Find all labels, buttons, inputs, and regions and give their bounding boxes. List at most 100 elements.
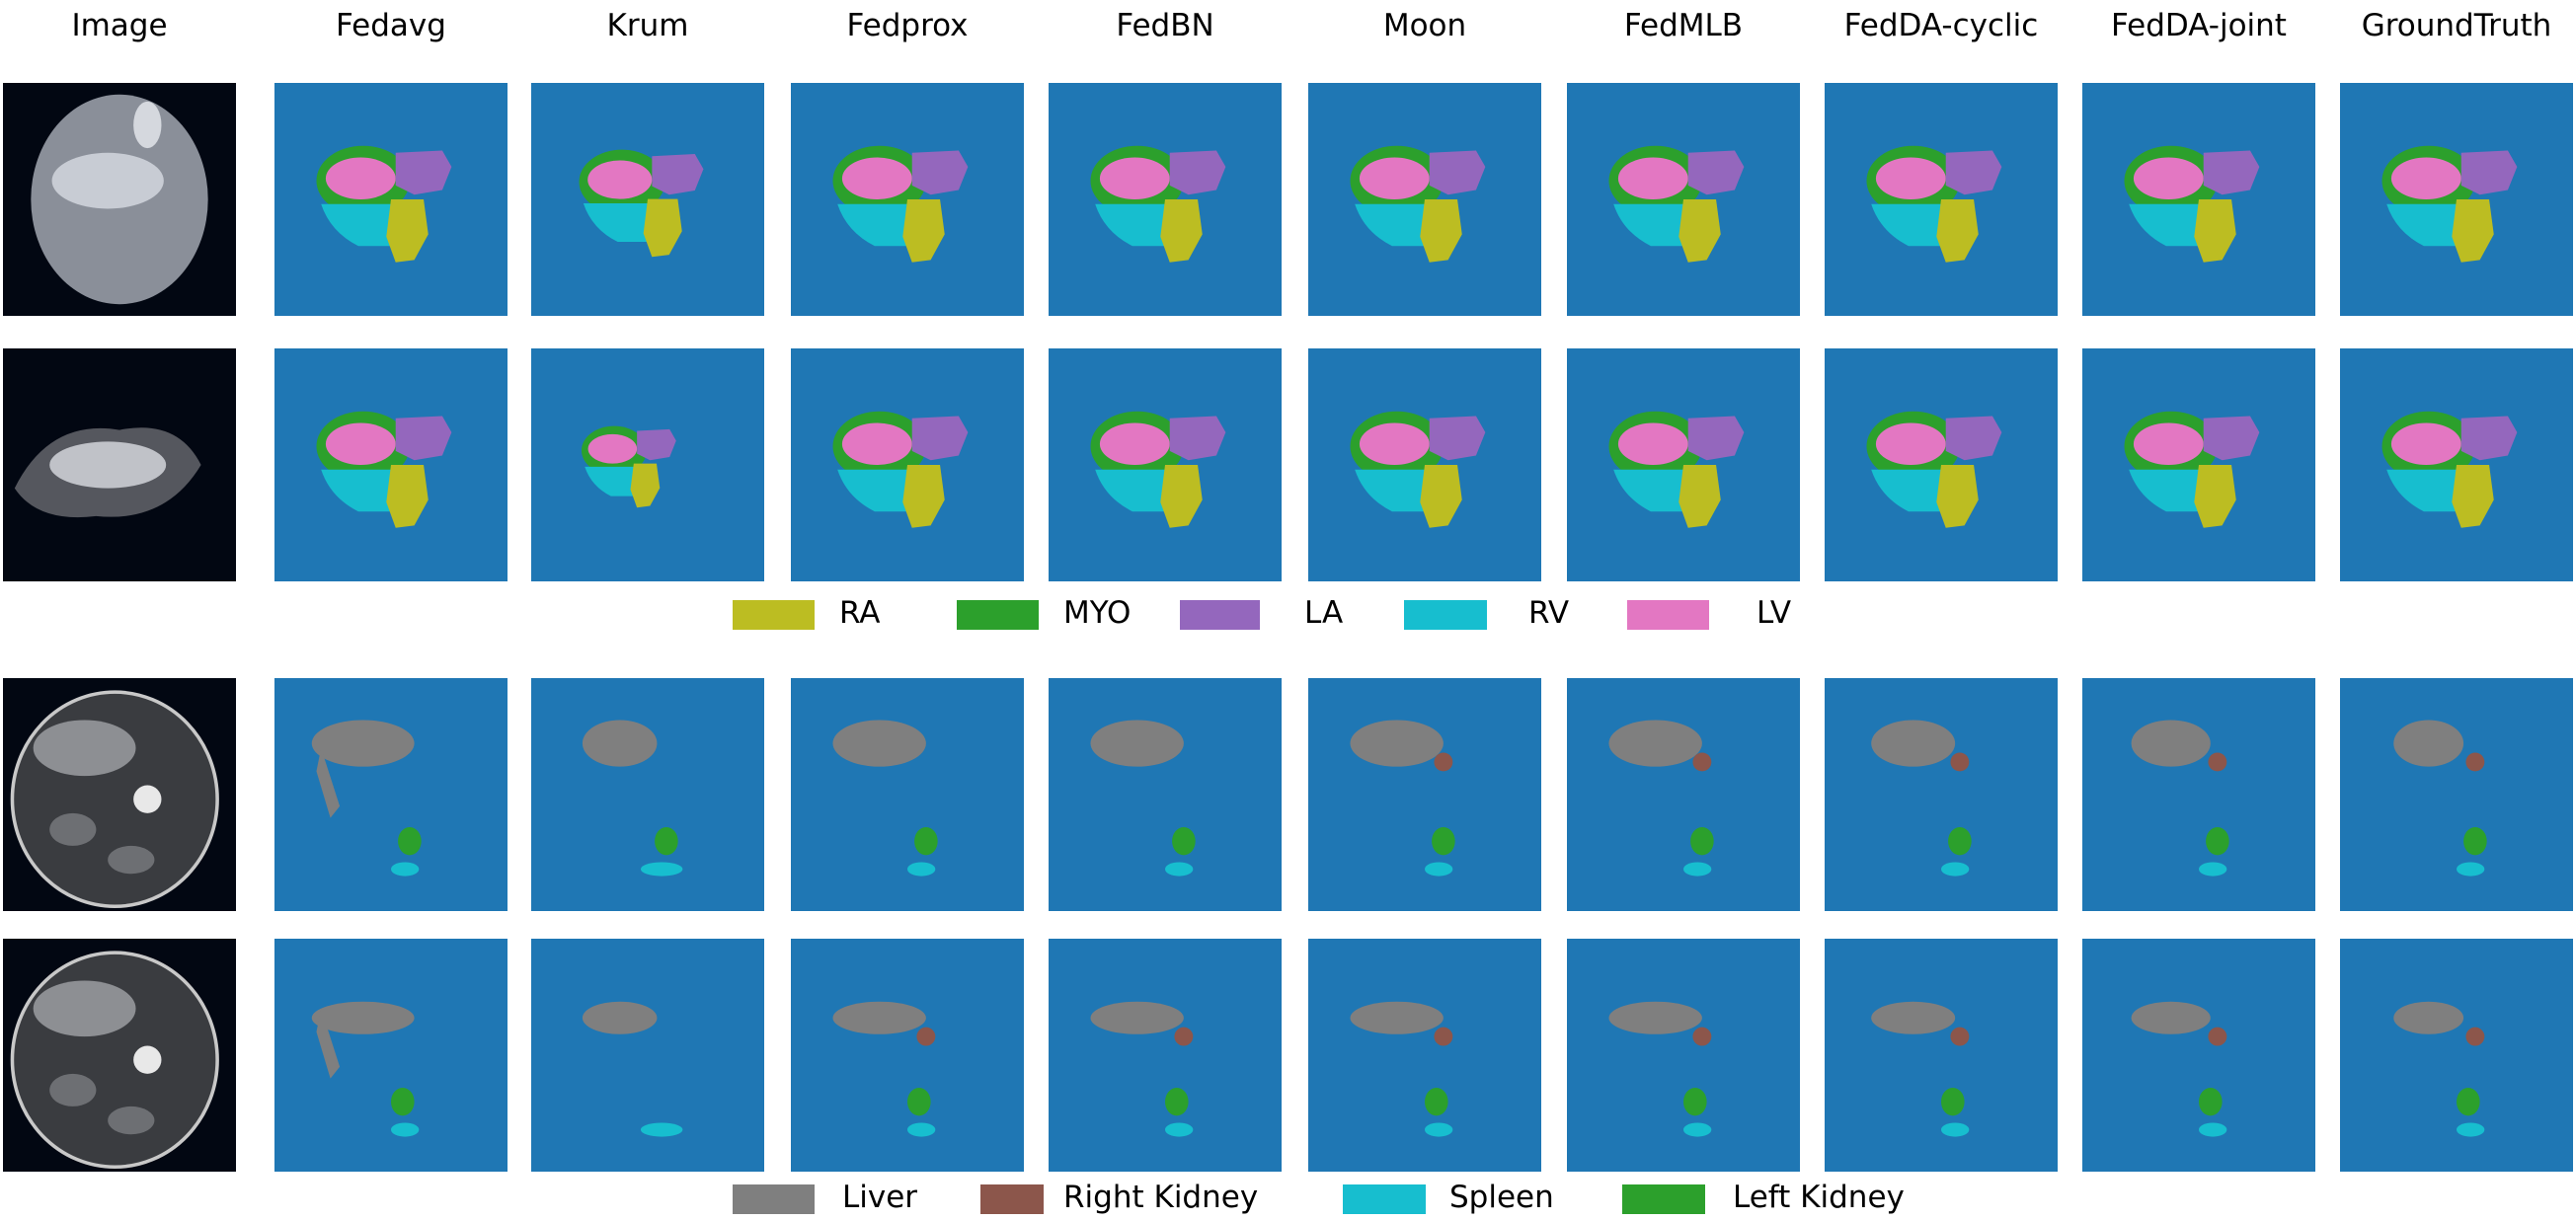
- la-region: [1169, 416, 1226, 461]
- la-region: [1945, 416, 2002, 461]
- la-region: [1687, 150, 1745, 195]
- liver-region: [832, 1001, 926, 1034]
- legend-label-liver: Liver: [842, 1180, 918, 1215]
- right-kidney-region: [1174, 1027, 1194, 1046]
- ra-region: [1420, 199, 1462, 263]
- segmentation-moon: [1308, 83, 1541, 316]
- ra-region: [1678, 465, 1721, 528]
- mask-background: [1825, 939, 2058, 1172]
- liver-region: [1350, 720, 1444, 767]
- right-kidney-region: [1692, 752, 1712, 772]
- left-kidney-region: [2463, 827, 2487, 856]
- column-title-image: Image: [71, 8, 168, 43]
- right-kidney-region: [1434, 752, 1453, 772]
- lv-region: [2133, 422, 2204, 465]
- la-region: [1429, 150, 1486, 195]
- liver-region: [582, 720, 658, 767]
- scan-bowel: [49, 812, 97, 846]
- segmentation-fedavg: [274, 83, 507, 316]
- segmentation-groundtruth: [2340, 348, 2573, 581]
- la-region: [911, 150, 969, 195]
- segmentation-fedda-cyclic: [1825, 348, 2058, 581]
- mask-background: [2340, 939, 2573, 1172]
- mask-background: [1049, 678, 1282, 911]
- spleen-region: [1165, 862, 1194, 877]
- lv-region: [587, 433, 638, 464]
- lv-region: [587, 160, 653, 199]
- input-image: [3, 83, 236, 316]
- legend-swatch-la: [1180, 600, 1260, 630]
- liver-region: [1090, 720, 1184, 767]
- scan-chamber: [51, 152, 164, 209]
- liver-region: [832, 720, 926, 767]
- rv-region: [1871, 469, 1941, 512]
- left-kidney-region: [1425, 1088, 1448, 1116]
- liver-region: [311, 1001, 415, 1034]
- legend-label-lv: LV: [1756, 595, 1792, 631]
- left-kidney-region: [914, 827, 938, 856]
- spleen-region: [1941, 1122, 1970, 1137]
- mask-background: [274, 939, 507, 1172]
- left-kidney-region: [1941, 1088, 1965, 1116]
- left-kidney-region: [1683, 1088, 1707, 1116]
- legend-label-la: LA: [1304, 595, 1344, 631]
- spleen-region: [2199, 1122, 2227, 1137]
- segmentation-fedmlb: [1567, 678, 1800, 911]
- rv-region: [837, 469, 907, 512]
- liver-region: [1090, 1001, 1184, 1034]
- spleen-region: [1683, 862, 1712, 877]
- spleen-region: [1165, 1122, 1194, 1137]
- liver-region: [1608, 1001, 1702, 1034]
- spleen-region: [2199, 862, 2227, 877]
- legend-swatch-myo: [957, 600, 1039, 630]
- right-kidney-region: [2465, 752, 2485, 772]
- mask-background: [1825, 678, 2058, 911]
- segmentation-fedda-joint: [2082, 939, 2315, 1172]
- scan-chamber: [49, 441, 167, 489]
- scan-aorta: [133, 101, 162, 149]
- ra-region: [2452, 465, 2494, 528]
- segmentation-moon: [1308, 348, 1541, 581]
- spleen-region: [1941, 862, 1970, 877]
- lv-region: [841, 157, 912, 199]
- liver-region: [1871, 720, 1956, 767]
- liver-region: [316, 747, 341, 818]
- legend-swatch-liver: [733, 1184, 815, 1214]
- left-kidney-region: [398, 827, 422, 856]
- input-image: [3, 348, 236, 581]
- ra-region: [1936, 199, 1979, 263]
- liver-region: [1871, 1001, 1956, 1034]
- ra-region: [2194, 199, 2236, 263]
- liver-region: [311, 720, 415, 767]
- rv-region: [583, 202, 648, 243]
- segmentation-fedmlb: [1567, 939, 1800, 1172]
- liver-region: [2393, 720, 2464, 767]
- column-title-fedbn: FedBN: [1116, 8, 1214, 43]
- legend-label-right-kidney: Right Kidney: [1063, 1180, 1259, 1215]
- scan-bowel: [108, 845, 155, 875]
- legend-swatch-right-kidney: [980, 1184, 1044, 1214]
- la-region: [1945, 150, 2002, 195]
- left-kidney-region: [1432, 827, 1455, 856]
- la-region: [2460, 150, 2518, 195]
- rv-region: [2129, 203, 2199, 247]
- liver-region: [2131, 720, 2211, 767]
- segmentation-krum: [531, 939, 764, 1172]
- mask-background: [1308, 939, 1541, 1172]
- liver-region: [2131, 1001, 2211, 1034]
- spleen-region: [391, 1122, 420, 1137]
- segmentation-fedavg: [274, 939, 507, 1172]
- legend-swatch-left-kidney: [1622, 1184, 1705, 1214]
- mask-background: [2082, 678, 2315, 911]
- segmentation-fedbn: [1049, 678, 1282, 911]
- scan-spine: [133, 785, 162, 813]
- segmentation-krum: [531, 83, 764, 316]
- segmentation-fedda-cyclic: [1825, 83, 2058, 316]
- segmentation-fedbn: [1049, 939, 1282, 1172]
- spleen-region: [1683, 1122, 1712, 1137]
- segmentation-fedda-cyclic: [1825, 939, 2058, 1172]
- lv-region: [841, 422, 912, 465]
- liver-region: [1608, 720, 1702, 767]
- scan-bowel: [49, 1073, 97, 1107]
- la-region: [911, 416, 969, 461]
